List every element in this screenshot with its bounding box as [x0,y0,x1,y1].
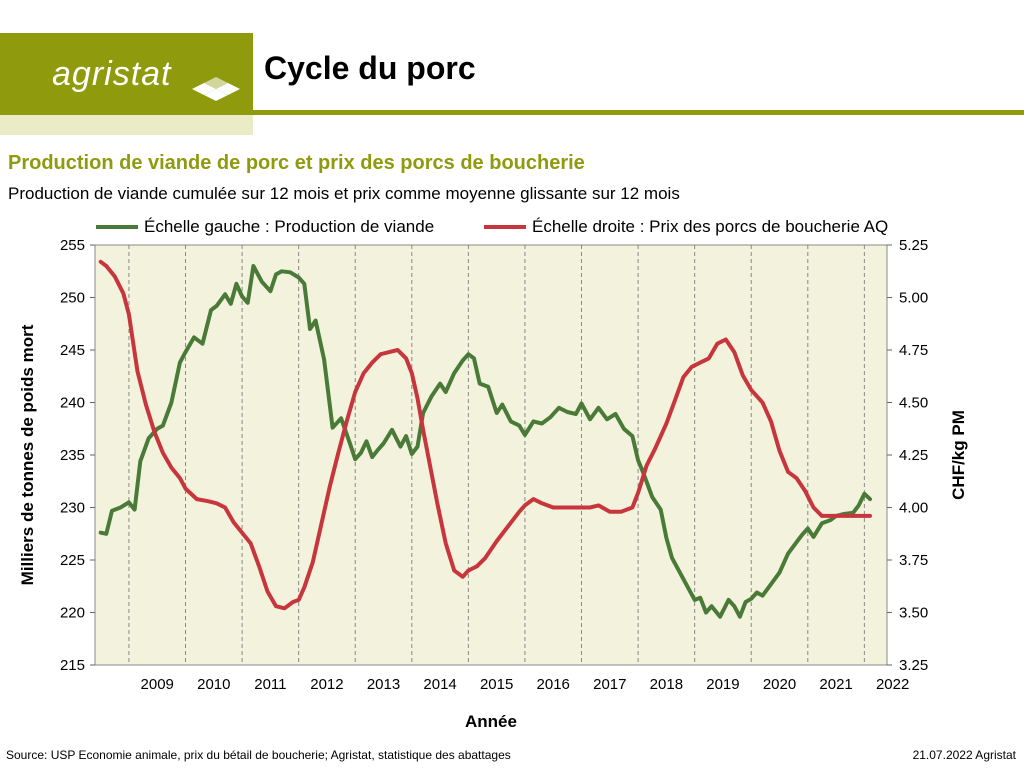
x-tick-label: 2018 [650,676,683,693]
source-note: Source: USP Economie animale, prix du bé… [6,748,511,762]
x-tick-label: 2021 [819,676,852,693]
chart-subtitle: Production de viande de porc et prix des… [8,152,585,174]
x-tick-label: 2011 [254,676,286,693]
production-line [98,264,872,619]
y-tick-label-left: 215 [60,657,85,674]
legend-swatch-production [96,225,138,229]
header-rule [253,110,1024,115]
y-tick-label-right: 4.50 [899,395,928,412]
legend-price: Échelle droite : Prix des porcs de bouch… [484,217,888,237]
price-line [98,259,872,611]
chart-description: Production de viande cumulée sur 12 mois… [8,184,680,203]
y-tick-label-left: 255 [60,237,85,254]
y-tick-label-left: 230 [60,500,85,517]
x-tick-label: 2019 [706,676,739,693]
series-group [98,259,872,619]
x-tick-label: 2015 [480,676,513,693]
legend-swatch-price [484,225,526,229]
plot-background [94,244,888,666]
y-tick-label-right: 5.25 [899,237,928,254]
y-tick-label-left: 240 [60,395,85,412]
y-tick-label-right: 3.75 [899,552,928,569]
y-axis-left-label: Milliers de tonnes de poids mort [18,324,37,585]
y-tick-label-right: 3.25 [899,657,928,674]
x-tick-label: 2022 [876,676,909,693]
y-tick-label-right: 5.00 [899,290,928,307]
y-tick-label-left: 225 [60,552,85,569]
x-axis-label: Année [465,712,517,731]
y-tick-label-left: 250 [60,290,85,307]
x-tick-label: 2009 [141,676,174,693]
axis-ticks: 2009 2010 2011 2012 2013 2014 2015 2016 2017 2018… [60,237,928,693]
legend-production: Échelle gauche : Production de viande [96,217,434,237]
y-tick-label-right: 4.25 [899,447,928,464]
logo-underband [0,115,253,135]
y-tick-label-right: 3.50 [899,605,928,622]
y-tick-label-right: 4.75 [899,342,928,359]
page-title: Cycle du porc [264,50,476,86]
x-tick-label: 2014 [423,676,456,693]
legend-label-production: Échelle gauche : Production de viande [144,217,435,236]
date-stamp: 21.07.2022 Agristat [912,748,1016,762]
y-tick-label-left: 235 [60,447,85,464]
x-tick-label: 2013 [367,676,400,693]
y-tick-label-right: 4.00 [899,500,928,517]
x-tick-label: 2017 [593,676,626,693]
x-tick-label: 2016 [537,676,570,693]
y-tick-label-left: 245 [60,342,85,359]
logo-text: agristat [52,55,172,93]
legend-label-price: Échelle droite : Prix des porcs de bouch… [532,217,889,236]
logo-box: agristat [0,33,253,115]
x-tick-label: 2020 [763,676,796,693]
y-axis-right-label: CHF/kg PM [949,410,968,500]
y-tick-label-left: 220 [60,605,85,622]
logo-mark-icon [192,77,240,101]
x-tick-label: 2010 [197,676,230,693]
x-tick-label: 2012 [310,676,343,693]
grid-lines [128,245,865,665]
